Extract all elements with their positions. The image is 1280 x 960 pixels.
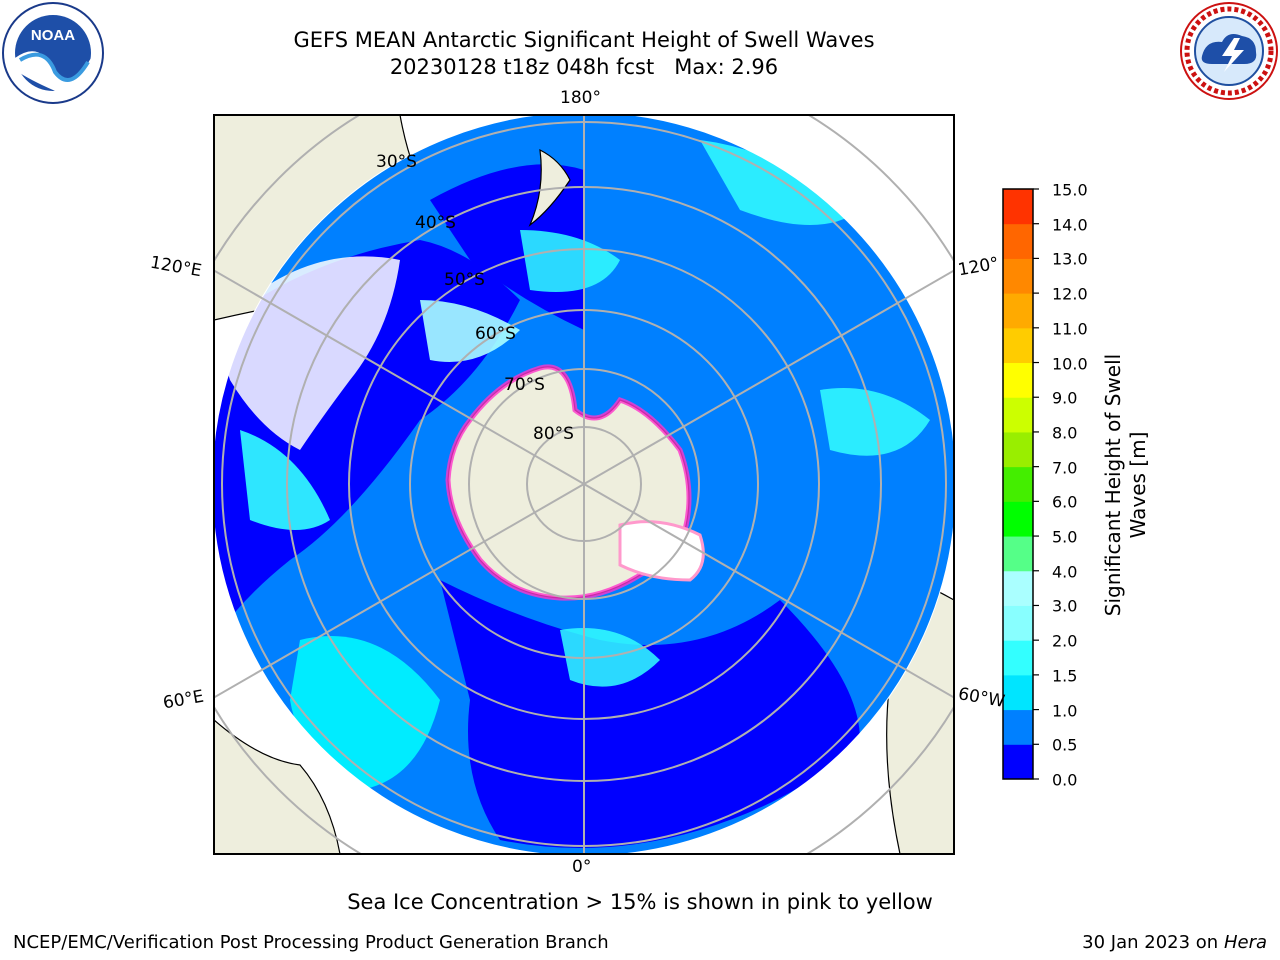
- title-line-1: GEFS MEAN Antarctic Significant Height o…: [293, 28, 875, 52]
- colorbar-segment: [1003, 605, 1033, 641]
- caption: Sea Ice Concentration > 15% is shown in …: [347, 890, 933, 914]
- lon-label-bottom: 0°: [572, 857, 592, 877]
- colorbar-tick-label: 7.0: [1052, 458, 1078, 478]
- colorbar-tick-label: 1.0: [1052, 701, 1078, 721]
- longitude-gridlines: [214, 115, 954, 854]
- colorbar-title-line-2: Waves [m]: [1126, 431, 1150, 539]
- lat-label-80s: 80°S: [533, 424, 574, 444]
- colorbar-tick-label: 15.0: [1052, 180, 1088, 200]
- lon-label-top: 180°: [560, 88, 601, 108]
- colorbar-tick-label: 0.5: [1052, 735, 1078, 755]
- colorbar-segment: [1003, 674, 1033, 711]
- map-frame: [213, 114, 955, 855]
- noaa-logo: NOAA: [2, 2, 104, 104]
- footer-left: NCEP/EMC/Verification Post Processing Pr…: [13, 932, 609, 953]
- colorbar-tick-label: 9.0: [1052, 388, 1078, 408]
- colorbar-tick-label: 5.0: [1052, 527, 1078, 547]
- lat-label-40s: 40°S: [415, 213, 456, 233]
- colorbar-segment: [1003, 397, 1033, 433]
- colorbar-title: Significant Height of Swell Waves [m]: [1101, 275, 1155, 695]
- colorbar-tick-label: 13.0: [1052, 249, 1088, 269]
- colorbar-tick-label: 8.0: [1052, 423, 1078, 443]
- colorbar-segment: [1003, 362, 1033, 398]
- colorbar-segment: [1003, 327, 1033, 364]
- colorbar-segment: [1003, 570, 1033, 606]
- weddell-ice: [618, 520, 705, 582]
- nws-logo: [1180, 2, 1278, 100]
- new-zealand-land: [528, 148, 571, 227]
- colorbar-segment: [1003, 293, 1033, 329]
- colorbar-tick-label: 1.5: [1052, 666, 1078, 686]
- colorbar-segment: [1003, 466, 1033, 502]
- lat-label-30s: 30°S: [376, 152, 417, 172]
- colorbar-tick-label: 11.0: [1052, 319, 1088, 339]
- lat-label-50s: 50°S: [444, 270, 485, 290]
- colorbar-tick-label: 2.0: [1052, 631, 1078, 651]
- colorbar-segment: [1003, 709, 1033, 745]
- colorbar-segment: [1003, 223, 1033, 259]
- colorbar: [1002, 188, 1039, 780]
- footer-right: 30 Jan 2023 on Hera: [1082, 932, 1267, 953]
- colorbar-segment: [1003, 189, 1033, 225]
- colorbar-segment: [1003, 536, 1033, 572]
- colorbar-segment: [1003, 744, 1033, 780]
- svg-text:NOAA: NOAA: [31, 27, 75, 44]
- colorbar-tick-label: 12.0: [1052, 284, 1088, 304]
- colorbar-segment: [1003, 258, 1033, 294]
- footer-date: 30 Jan 2023 on: [1082, 932, 1224, 953]
- colorbar-tick-label: 6.0: [1052, 492, 1078, 512]
- title-line-2: 20230128 t18z 048h fcst Max: 2.96: [389, 55, 779, 79]
- colorbar-title-line-1: Significant Height of Swell: [1101, 353, 1125, 617]
- colorbar-frame: [1002, 188, 1034, 780]
- colorbar-tick-label: 14.0: [1052, 215, 1088, 235]
- colorbar-tick-label: 0.0: [1052, 770, 1078, 790]
- swell-field: [214, 115, 954, 854]
- footer-host: Hera: [1223, 932, 1267, 953]
- lat-label-70s: 70°S: [504, 375, 545, 395]
- colorbar-tick-label: 10.0: [1052, 354, 1088, 374]
- colorbar-segment: [1003, 501, 1033, 537]
- colorbar-tick-label: 3.0: [1052, 596, 1078, 616]
- colorbar-segment: [1003, 431, 1033, 468]
- colorbar-tick-label: 4.0: [1052, 562, 1078, 582]
- colorbar-segment: [1003, 640, 1033, 676]
- lat-label-60s: 60°S: [475, 324, 516, 344]
